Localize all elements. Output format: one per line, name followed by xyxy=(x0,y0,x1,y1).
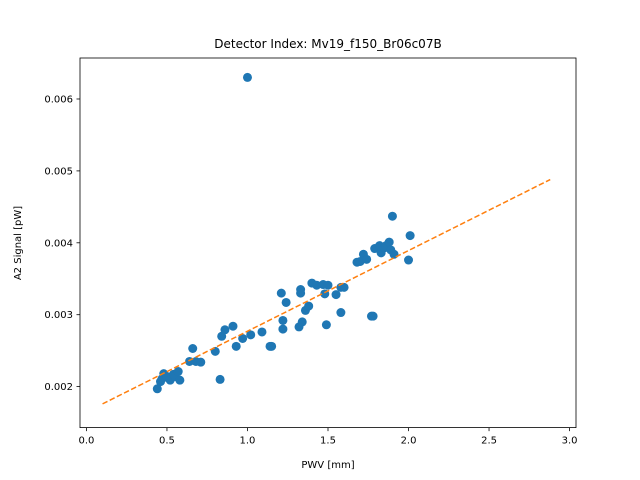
y-tick-label: 0.002 xyxy=(44,382,73,393)
data-point xyxy=(281,297,291,307)
data-point xyxy=(339,282,349,292)
x-tick-label: 0.5 xyxy=(159,436,175,447)
x-axis-ticks: 0.0 0.5 1.0 1.5 2.0 2.5 3.0 xyxy=(78,427,578,447)
data-point xyxy=(384,237,394,247)
data-point xyxy=(323,280,333,290)
x-tick-label: 2.5 xyxy=(481,436,497,447)
data-point xyxy=(389,249,399,259)
data-point xyxy=(304,301,314,311)
data-point xyxy=(238,333,248,343)
data-point xyxy=(368,311,378,321)
data-point xyxy=(267,341,277,351)
data-point xyxy=(276,288,286,298)
data-point xyxy=(336,308,346,318)
y-axis-label: A2 Signal [pW] xyxy=(13,206,24,280)
data-layer xyxy=(102,72,551,405)
data-point xyxy=(231,341,241,351)
data-point xyxy=(152,384,162,394)
data-point xyxy=(188,344,198,353)
fit-line xyxy=(102,178,551,405)
data-point xyxy=(173,367,183,377)
data-point xyxy=(220,325,230,335)
data-point xyxy=(242,72,252,82)
data-point xyxy=(296,288,306,298)
data-point xyxy=(175,375,185,385)
y-tick-label: 0.006 xyxy=(44,94,73,105)
data-point xyxy=(257,327,267,337)
y-tick-label: 0.005 xyxy=(44,166,73,177)
chart-title: Detector Index: Mv19_f150_Br06c07B xyxy=(214,37,441,51)
y-tick-label: 0.004 xyxy=(44,238,73,249)
x-tick-label: 0.0 xyxy=(78,436,94,447)
data-point xyxy=(246,330,256,340)
plot-area xyxy=(80,58,576,428)
x-tick-label: 1.0 xyxy=(240,436,256,447)
data-point xyxy=(215,374,225,384)
x-tick-label: 2.0 xyxy=(401,436,417,447)
data-point xyxy=(196,357,206,367)
x-tick-label: 3.0 xyxy=(562,436,578,447)
data-point xyxy=(331,290,341,300)
x-tick-label: 1.5 xyxy=(320,436,336,447)
y-axis-ticks: 0.002 0.003 0.004 0.005 0.006 xyxy=(44,94,80,393)
x-axis-label: PWV [mm] xyxy=(301,460,354,471)
data-point xyxy=(405,231,415,241)
data-point xyxy=(278,315,288,325)
data-point xyxy=(297,317,307,327)
data-point xyxy=(404,255,414,265)
y-tick-label: 0.003 xyxy=(44,310,73,321)
data-point xyxy=(321,320,331,330)
data-point xyxy=(387,211,397,221)
data-point xyxy=(278,324,288,334)
data-point xyxy=(362,254,372,264)
data-point xyxy=(228,321,238,331)
